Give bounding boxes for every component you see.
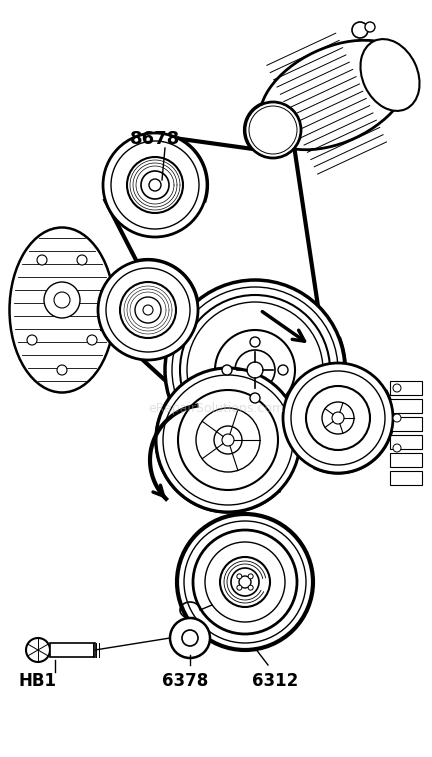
Circle shape <box>237 574 242 579</box>
Circle shape <box>255 112 291 148</box>
Circle shape <box>283 363 393 473</box>
Circle shape <box>172 287 338 453</box>
Bar <box>390 417 422 431</box>
Circle shape <box>322 402 354 434</box>
Circle shape <box>184 521 306 643</box>
Circle shape <box>250 393 260 403</box>
Circle shape <box>393 444 401 452</box>
Text: 6312: 6312 <box>252 672 298 690</box>
Circle shape <box>103 133 207 237</box>
Circle shape <box>98 260 198 360</box>
Circle shape <box>27 335 37 345</box>
Circle shape <box>149 179 161 191</box>
Text: eRepairSolutions.com: eRepairSolutions.com <box>148 402 284 416</box>
Circle shape <box>239 576 251 588</box>
Circle shape <box>248 574 253 579</box>
Circle shape <box>245 102 301 158</box>
Circle shape <box>178 390 278 490</box>
Circle shape <box>306 386 370 450</box>
Circle shape <box>193 530 297 634</box>
Bar <box>390 381 422 395</box>
Bar <box>390 453 422 467</box>
Circle shape <box>231 568 259 596</box>
Ellipse shape <box>10 228 114 392</box>
Circle shape <box>177 514 313 650</box>
Circle shape <box>250 337 260 347</box>
Circle shape <box>163 375 293 505</box>
Circle shape <box>57 365 67 375</box>
Circle shape <box>222 365 232 375</box>
Circle shape <box>247 362 263 378</box>
Circle shape <box>187 302 323 438</box>
Circle shape <box>393 414 401 422</box>
Text: 8678: 8678 <box>130 130 180 148</box>
Circle shape <box>235 350 275 390</box>
Circle shape <box>237 585 242 590</box>
Circle shape <box>127 157 183 213</box>
Circle shape <box>54 292 70 308</box>
Text: HB1: HB1 <box>18 672 56 690</box>
Circle shape <box>205 542 285 622</box>
Bar <box>390 435 422 449</box>
Circle shape <box>170 618 210 658</box>
Circle shape <box>182 630 198 646</box>
Circle shape <box>365 22 375 32</box>
Ellipse shape <box>260 40 410 150</box>
Circle shape <box>165 280 345 460</box>
Bar <box>390 399 422 413</box>
Circle shape <box>180 295 330 445</box>
Circle shape <box>106 268 190 352</box>
Circle shape <box>215 330 295 410</box>
Circle shape <box>393 384 401 392</box>
Circle shape <box>111 141 199 229</box>
Ellipse shape <box>360 39 419 111</box>
Circle shape <box>26 638 50 662</box>
Circle shape <box>143 305 153 315</box>
Circle shape <box>291 371 385 465</box>
Bar <box>390 471 422 485</box>
Circle shape <box>352 22 368 38</box>
Circle shape <box>37 255 47 265</box>
Text: 6378: 6378 <box>162 672 208 690</box>
Circle shape <box>278 365 288 375</box>
Circle shape <box>141 171 169 199</box>
Circle shape <box>156 368 300 512</box>
Circle shape <box>87 335 97 345</box>
Circle shape <box>222 434 234 446</box>
Circle shape <box>214 426 242 454</box>
Circle shape <box>266 123 280 137</box>
Circle shape <box>196 408 260 472</box>
Bar <box>50 643 95 657</box>
Circle shape <box>120 282 176 338</box>
Circle shape <box>135 297 161 323</box>
Circle shape <box>220 557 270 607</box>
Circle shape <box>332 412 344 424</box>
Circle shape <box>77 255 87 265</box>
Circle shape <box>249 106 297 154</box>
Circle shape <box>44 282 80 318</box>
Circle shape <box>248 585 253 590</box>
